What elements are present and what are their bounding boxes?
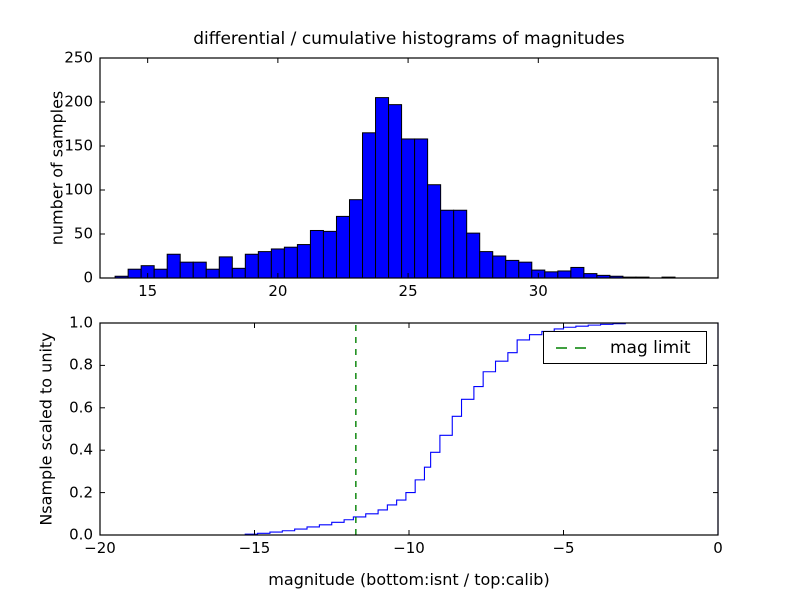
y-tick-label: 150	[64, 136, 93, 155]
histogram-bar	[375, 97, 390, 279]
x-tick-label: 25	[398, 282, 418, 300]
histogram-bar	[231, 267, 246, 279]
y-tick-label: 50	[73, 224, 93, 243]
y-tick-label: 0.8	[69, 355, 93, 374]
x-tick-label: 15	[138, 282, 158, 300]
histogram-bar	[544, 271, 559, 279]
figure-title: differential / cumulative histograms of …	[193, 29, 625, 49]
y-tick-label: 0.2	[69, 483, 93, 502]
legend-dashed-line-icon	[556, 346, 594, 349]
histogram-bar	[414, 138, 429, 279]
histogram-bar	[362, 132, 377, 279]
histogram-bar	[309, 229, 324, 279]
histogram-bar	[348, 199, 364, 279]
histogram-bar	[570, 266, 585, 279]
histogram-bar	[453, 209, 468, 279]
histogram-bar	[479, 251, 494, 279]
y-tick-label: 1.0	[69, 313, 93, 332]
histogram-bar	[322, 230, 337, 279]
y-tick-label: 0.6	[69, 398, 93, 417]
x-tick-label: 30	[528, 282, 548, 300]
histogram-bar	[401, 138, 416, 279]
x-tick-label: 0	[713, 539, 723, 557]
y-tick-label: 0.0	[69, 525, 93, 544]
histogram-bar	[518, 261, 533, 279]
histogram-bar	[283, 246, 298, 279]
x-tick-label: −15	[238, 539, 271, 557]
legend-label: mag limit	[610, 337, 691, 358]
y-tick-label: 0.4	[69, 440, 93, 459]
histogram-bar	[179, 261, 194, 279]
histogram-bar	[388, 104, 403, 279]
legend: mag limit	[543, 331, 707, 364]
histogram-bar	[192, 261, 207, 279]
x-tick-label: −5	[552, 539, 575, 557]
histogram-bar	[296, 244, 311, 279]
histogram-bar	[153, 268, 168, 279]
y-tick-label: 0	[83, 268, 93, 287]
histogram-bar	[127, 268, 142, 279]
histogram-bar	[492, 255, 507, 279]
histogram-bar	[427, 184, 442, 279]
top-axes-frame	[99, 57, 719, 279]
x-tick-label: 20	[268, 282, 288, 300]
histogram-bar	[583, 273, 598, 279]
x-tick-label: −20	[84, 539, 116, 557]
histogram-bar	[505, 259, 520, 279]
histogram-bar	[335, 215, 350, 279]
histogram-bar	[218, 256, 233, 279]
histogram-bar	[166, 253, 181, 279]
bottom-x-axis-label: magnitude (bottom:isnt / top:calib)	[268, 570, 550, 589]
y-tick-label: 200	[64, 92, 93, 111]
histogram-bar	[466, 232, 481, 279]
bottom-axes-frame	[99, 322, 719, 536]
x-tick-label: −10	[393, 539, 425, 557]
histogram-bar	[440, 209, 455, 279]
y-tick-label: 100	[64, 180, 93, 199]
histogram-bar	[244, 253, 259, 279]
histogram-bar	[257, 251, 272, 279]
y-tick-label: 250	[64, 48, 93, 67]
histogram-bar	[557, 270, 572, 279]
histogram-bar	[205, 268, 220, 279]
